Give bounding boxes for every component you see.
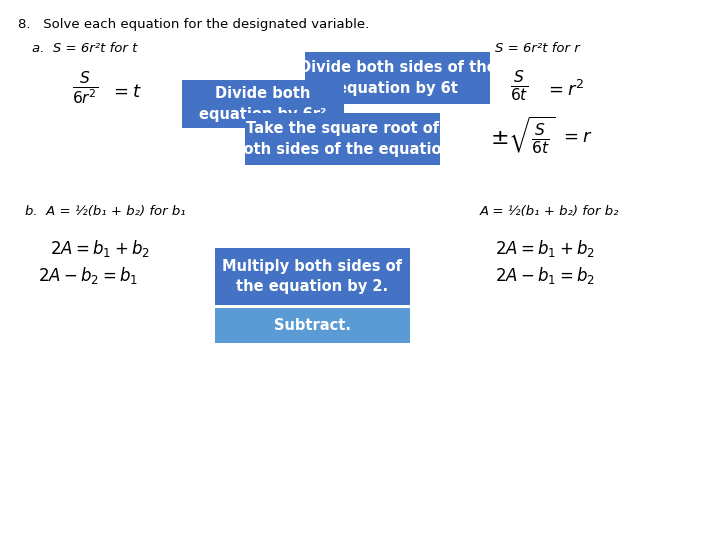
Text: Divide both sides of the
equation by 6t: Divide both sides of the equation by 6t (299, 60, 496, 96)
FancyBboxPatch shape (215, 308, 410, 343)
Text: $\frac{S}{6t}$: $\frac{S}{6t}$ (510, 68, 528, 103)
Text: $= r^2$: $= r^2$ (545, 80, 584, 100)
FancyBboxPatch shape (215, 248, 410, 305)
FancyBboxPatch shape (182, 80, 344, 128)
Text: Divide both
equation by 6r²: Divide both equation by 6r² (199, 86, 327, 122)
Text: $2A = b_1 + b_2$: $2A = b_1 + b_2$ (50, 238, 150, 259)
Text: A = ½(b₁ + b₂) for b₂: A = ½(b₁ + b₂) for b₂ (480, 205, 619, 218)
Text: $2A = b_1 + b_2$: $2A = b_1 + b_2$ (495, 238, 595, 259)
Text: $2A - b_1 = b_2$: $2A - b_1 = b_2$ (495, 265, 595, 286)
Text: $\frac{S}{6r^2}$: $\frac{S}{6r^2}$ (72, 70, 99, 107)
Text: $\pm\sqrt{\frac{S}{6t}}$: $\pm\sqrt{\frac{S}{6t}}$ (490, 115, 555, 157)
Text: $= t$: $= t$ (110, 83, 142, 101)
Text: $2A - b_2 = b_1$: $2A - b_2 = b_1$ (38, 265, 138, 286)
Text: Multiply both sides of
the equation by 2.: Multiply both sides of the equation by 2… (222, 259, 402, 294)
FancyBboxPatch shape (245, 113, 440, 165)
Text: S = 6r²t for r: S = 6r²t for r (495, 42, 580, 55)
FancyBboxPatch shape (305, 52, 490, 104)
Text: 8.   Solve each equation for the designated variable.: 8. Solve each equation for the designate… (18, 18, 369, 31)
Text: a.  S = 6r²t for t: a. S = 6r²t for t (32, 42, 138, 55)
Text: b.  A = ½(b₁ + b₂) for b₁: b. A = ½(b₁ + b₂) for b₁ (25, 205, 186, 218)
Text: $= r$: $= r$ (560, 128, 593, 146)
Text: Take the square root of
both sides of the equation: Take the square root of both sides of th… (233, 121, 452, 157)
Text: Subtract.: Subtract. (274, 318, 351, 333)
